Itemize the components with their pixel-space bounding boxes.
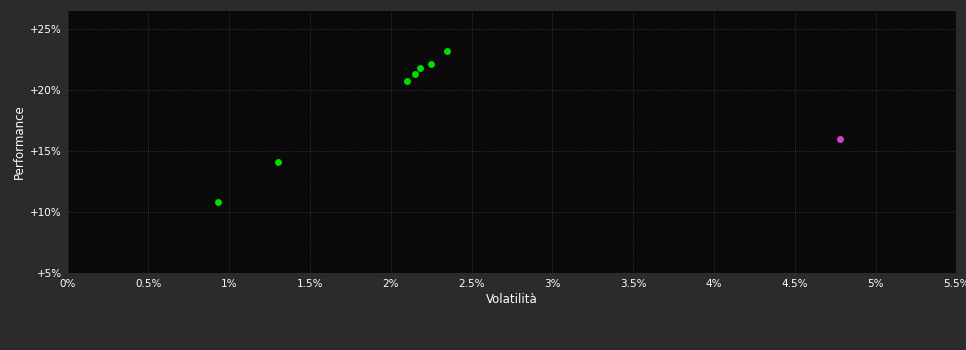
Point <box>833 136 848 141</box>
Point <box>211 199 226 205</box>
Point <box>440 48 455 54</box>
X-axis label: Volatilità: Volatilità <box>486 293 538 306</box>
Point <box>423 61 439 67</box>
Y-axis label: Performance: Performance <box>14 104 26 179</box>
Point <box>399 78 414 84</box>
Point <box>408 71 423 77</box>
Point <box>412 65 428 71</box>
Point <box>270 159 285 165</box>
